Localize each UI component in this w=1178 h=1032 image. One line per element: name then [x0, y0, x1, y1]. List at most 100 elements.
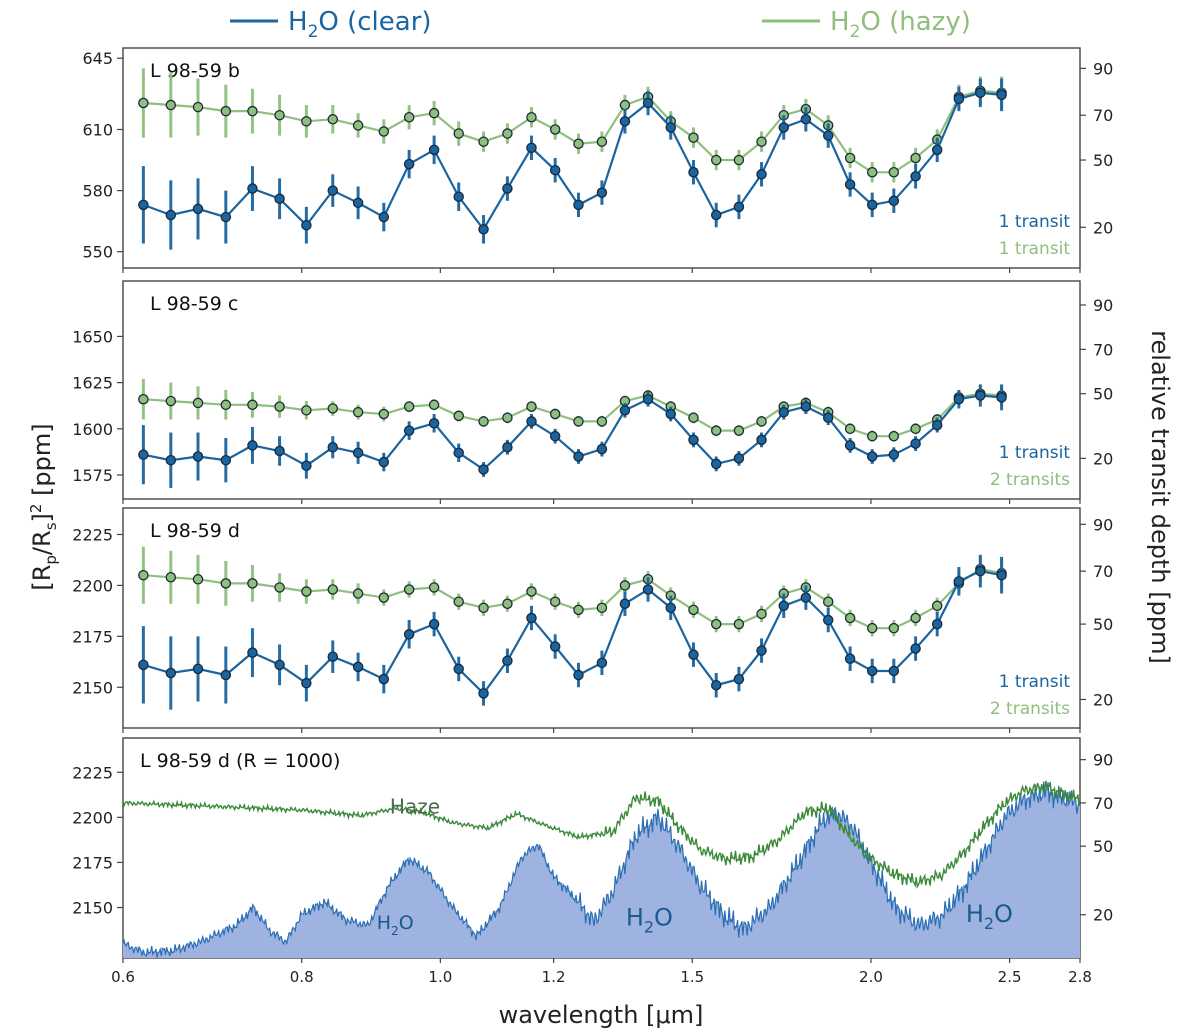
data-point [352, 661, 364, 673]
data-point [756, 136, 767, 147]
data-point [327, 403, 339, 414]
data-point [975, 565, 986, 577]
series-clear [138, 384, 1007, 488]
data-point [327, 651, 339, 662]
data-point [931, 618, 943, 630]
data-point [478, 464, 489, 475]
data-point [910, 438, 921, 449]
data-point [596, 657, 608, 669]
data-point [844, 152, 856, 164]
series-line [143, 567, 1002, 630]
data-point [573, 416, 584, 427]
data-point [403, 112, 415, 123]
data-point [220, 399, 232, 411]
data-point [642, 584, 654, 595]
y-tick-label: 645 [82, 49, 113, 68]
data-point [733, 201, 745, 213]
data-point [327, 442, 339, 453]
data-point [710, 458, 722, 470]
right-tick-label: 50 [1093, 837, 1113, 856]
data-point [710, 679, 722, 691]
y-axis-label-right: relative transit depth [ppm] [1146, 330, 1174, 664]
data-point [975, 390, 986, 401]
data-point [220, 578, 232, 589]
data-point [502, 655, 513, 667]
data-point [756, 416, 767, 427]
data-point [996, 89, 1007, 101]
data-point [247, 105, 258, 117]
data-point [165, 209, 177, 221]
transit-note: 1 transit [999, 212, 1071, 232]
data-point [573, 669, 584, 681]
x-tick-label: 1.5 [680, 968, 704, 986]
right-tick-label: 20 [1093, 449, 1113, 468]
data-point [778, 600, 789, 612]
series-hazy [138, 546, 1007, 637]
data-point [274, 659, 285, 671]
data-point [910, 171, 921, 182]
data-point [688, 604, 699, 616]
data-point [888, 195, 900, 207]
series-hazy [138, 68, 1007, 183]
transit-note: 2 transits [990, 699, 1070, 719]
data-point [931, 419, 943, 431]
data-point [866, 665, 878, 677]
x-axis-label: wavelength [μm] [499, 1001, 704, 1029]
x-tick-label: 2.0 [859, 968, 883, 986]
data-point [866, 451, 878, 462]
haze-spectrum-line [123, 780, 1080, 890]
y-tick-label: 2200 [72, 576, 113, 595]
data-point [888, 167, 900, 178]
data-point [822, 130, 834, 141]
data-point [403, 629, 415, 640]
data-point [526, 112, 537, 123]
data-point [573, 199, 584, 211]
data-point [352, 406, 364, 418]
data-point [573, 604, 584, 616]
data-point [710, 425, 722, 436]
data-point [165, 99, 177, 111]
annotation-h2o-2: H2O [626, 904, 673, 937]
data-point [192, 101, 204, 113]
transit-note: 1 transit [999, 672, 1071, 692]
data-point [844, 423, 856, 435]
data-point [800, 592, 812, 603]
data-point [301, 116, 312, 127]
data-point [888, 665, 900, 677]
y-tick-label: 2150 [72, 899, 113, 918]
data-point [428, 582, 440, 593]
data-point [549, 164, 561, 176]
panel-4: 2150 2175 2200 2225 90 70 50 20 L 98-59 d (R = 1… [72, 737, 1113, 963]
data-point [822, 412, 834, 423]
transit-note: 1 transit [999, 443, 1071, 463]
data-point [274, 445, 285, 457]
data-point [975, 87, 986, 99]
data-point [247, 440, 258, 451]
data-point [428, 144, 440, 156]
data-point [778, 406, 789, 418]
data-point [931, 600, 943, 612]
data-point [596, 602, 608, 614]
data-point [352, 588, 364, 599]
data-point [596, 443, 608, 455]
legend-label-hazy: H2O (hazy) [830, 7, 971, 42]
data-point [665, 408, 677, 420]
panel-title: L 98-59 c [150, 293, 238, 315]
right-tick-label: 70 [1093, 794, 1113, 813]
data-point [138, 97, 149, 109]
data-point [138, 449, 149, 460]
data-point [866, 167, 878, 178]
data-point [619, 598, 631, 609]
data-point [756, 645, 767, 656]
data-point [710, 154, 722, 166]
data-point [301, 586, 312, 597]
panel-3: 2150 2175 2200 2225 90 70 50 20 L 98-59 d 1 trans… [72, 507, 1113, 733]
data-point [733, 154, 745, 166]
data-point [352, 120, 364, 131]
data-point [844, 179, 856, 190]
y-tick-label: 2225 [72, 763, 113, 782]
data-point [453, 596, 464, 607]
data-point [453, 410, 464, 422]
y-tick-label: 2150 [72, 678, 113, 697]
data-point [642, 97, 654, 109]
